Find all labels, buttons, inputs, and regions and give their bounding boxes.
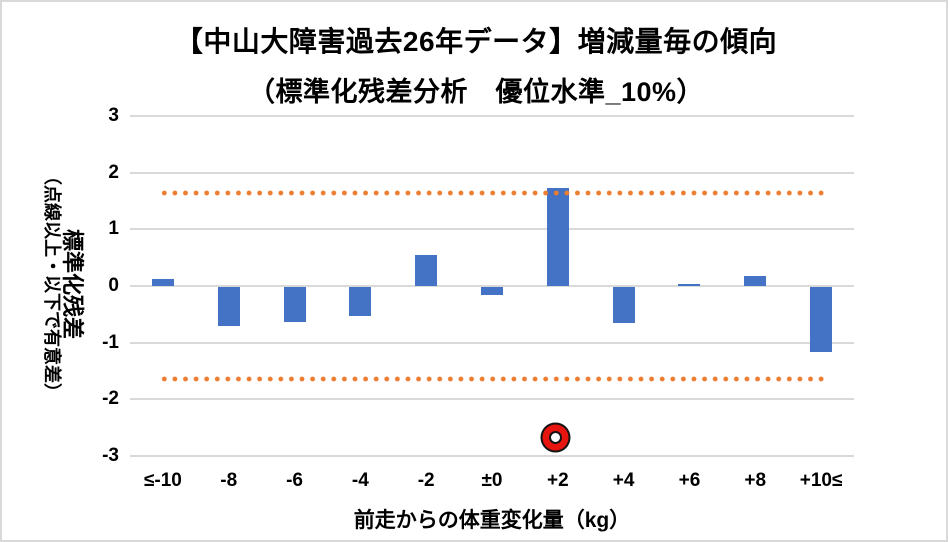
y-axis-title: 標準化残差 （点線以上・以下で有意差） <box>36 114 85 454</box>
gridline-y-3 <box>130 455 854 457</box>
y-tick-label: -1 <box>102 331 119 353</box>
y-axis-title-sub: （点線以上・以下で有意差） <box>41 167 62 401</box>
chart-title-line1: 【中山大障害過去26年データ】増減量毎の傾向 <box>174 26 778 57</box>
bar--6 <box>283 287 306 323</box>
x-category-label: +6 <box>678 470 701 491</box>
bar-±0 <box>481 287 503 295</box>
y-tick-label: 0 <box>108 275 119 296</box>
gridline-y2 <box>130 171 854 174</box>
x-category-label: -2 <box>417 470 435 491</box>
bar-+2 <box>546 187 569 286</box>
significance-dotted-line <box>158 376 826 383</box>
gridline-y1 <box>130 228 854 231</box>
x-category-label: -4 <box>351 470 369 491</box>
x-category-label: -8 <box>220 470 238 491</box>
bar-+4 <box>612 287 635 323</box>
y-tick-label: 1 <box>108 218 119 240</box>
gridline-y-2 <box>130 398 854 401</box>
x-category-label: +10≤ <box>799 470 843 491</box>
x-category-label: +4 <box>612 470 635 491</box>
chart-title-line2: （標準化残差分析 優位水準_10%） <box>247 77 705 107</box>
y-tick-label: -2 <box>102 388 119 410</box>
x-category-label: +8 <box>744 470 767 491</box>
gridline-y0 <box>130 285 854 287</box>
bar-+8 <box>744 276 767 286</box>
gridline-y3 <box>130 114 854 117</box>
y-tick-label: 3 <box>108 104 119 126</box>
x-category-label: -6 <box>286 470 303 491</box>
bar--2 <box>415 255 438 286</box>
significance-dotted-line <box>158 189 826 196</box>
bar-+10≤ <box>810 287 833 353</box>
y-tick-label: -3 <box>102 445 119 466</box>
gridline-y-1 <box>130 341 854 344</box>
highlight-ring-marker <box>549 430 563 444</box>
x-category-label: ≤-10 <box>143 470 182 491</box>
bar-≤-10 <box>151 279 174 286</box>
y-tick-label: 2 <box>108 161 119 183</box>
x-axis-title: 前走からの体重変化量（kg） <box>353 509 631 532</box>
x-category-label: ±0 <box>481 470 503 491</box>
bar-+6 <box>678 283 701 286</box>
bar--4 <box>349 287 372 316</box>
bar--8 <box>217 287 240 326</box>
x-category-label: +2 <box>546 470 569 491</box>
